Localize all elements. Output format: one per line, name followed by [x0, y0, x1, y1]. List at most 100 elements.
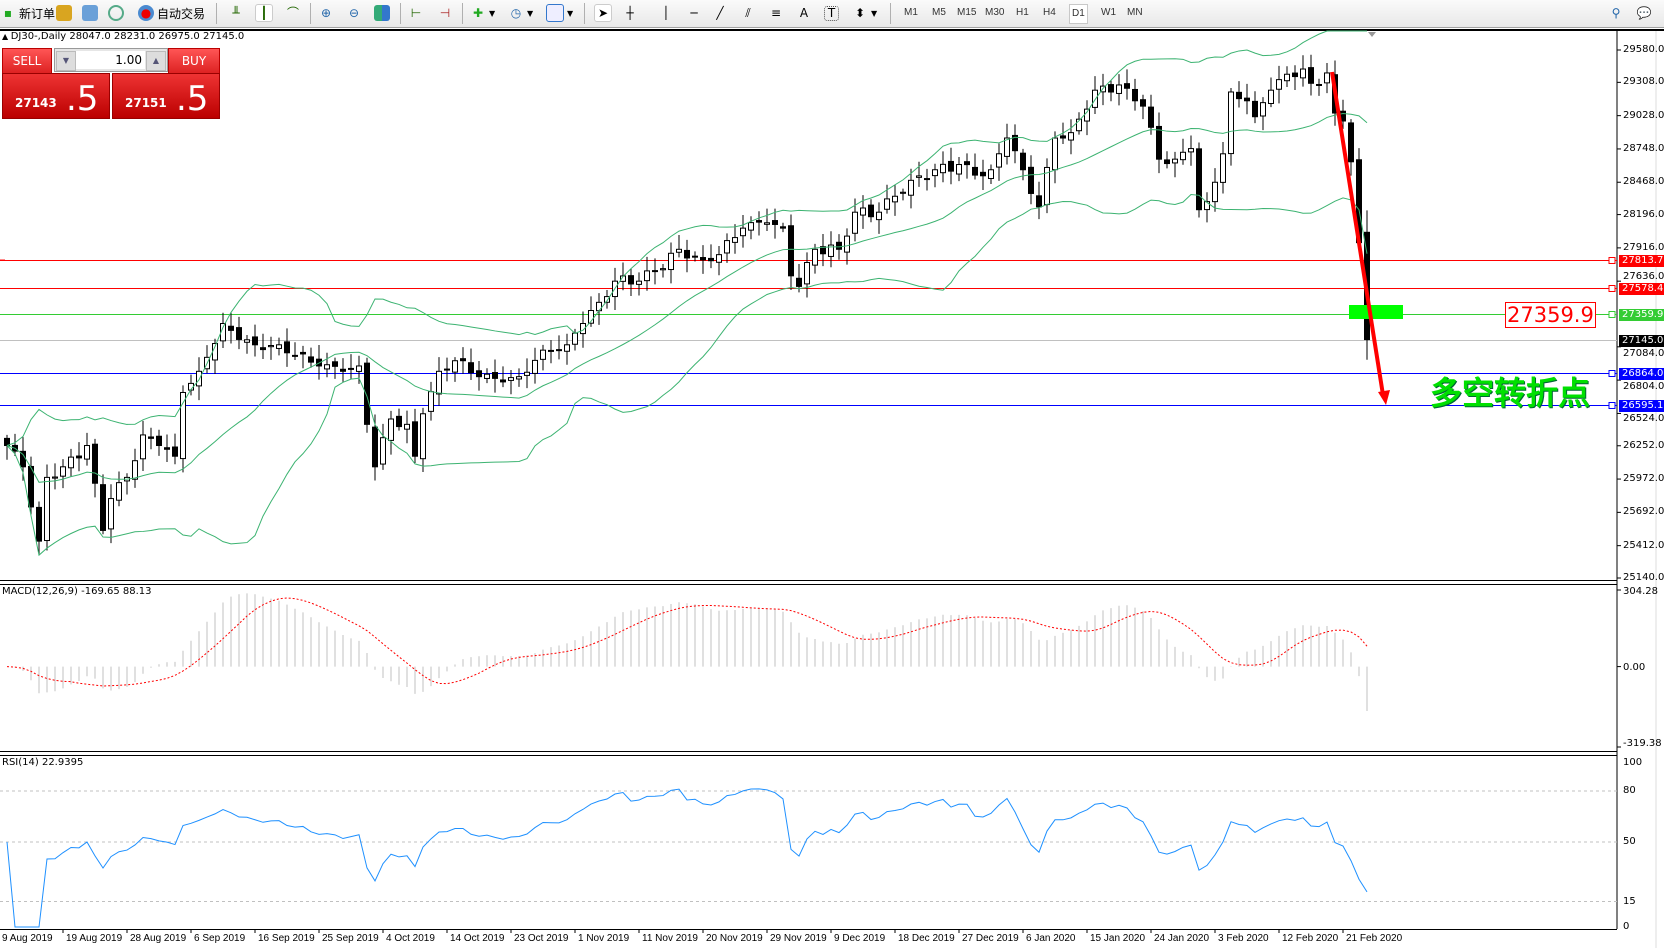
navigator-button[interactable] — [82, 3, 101, 23]
lot-size-stepper[interactable]: ▼ 1.00 ▲ — [54, 48, 168, 72]
one-click-trading-panel: SELL ▼ 1.00 ▲ BUY 27143 .5 27151 .5 — [2, 48, 220, 120]
lot-decrease-button[interactable]: ▼ — [56, 51, 76, 71]
bull-candle-body — [1068, 132, 1074, 141]
candle — [924, 168, 930, 191]
fibonacci-button[interactable]: ≡ — [768, 3, 787, 23]
crosshair-button[interactable]: ┼ — [622, 3, 641, 23]
timeframe-m5[interactable]: M5 — [932, 7, 946, 18]
candle — [44, 464, 50, 551]
arrows-button[interactable]: ⬍ ▼ — [852, 3, 877, 23]
candle — [1012, 124, 1018, 164]
sell-button[interactable]: SELL — [2, 48, 52, 74]
candle — [68, 448, 74, 477]
chart-shift-button[interactable]: ⊣ — [437, 3, 456, 23]
candle — [716, 245, 722, 276]
collapse-triangle-icon[interactable]: ▲ — [2, 32, 11, 41]
bear-candle-body — [164, 447, 170, 450]
line-chart-icon: ⌒ — [286, 6, 299, 20]
templates-button[interactable]: ▼ — [546, 3, 573, 23]
candle — [764, 208, 770, 231]
signals-button[interactable] — [108, 3, 127, 23]
date-axis-label: 6 Jan 2020 — [1026, 933, 1076, 944]
chart-window-border — [0, 29, 1664, 31]
bull-candle-body — [892, 195, 898, 203]
horizontal-line-button[interactable]: ─ — [686, 3, 705, 23]
timeframe-mn[interactable]: MN — [1127, 7, 1143, 18]
auto-trading-button[interactable]: ● 自动交易 — [138, 3, 205, 23]
vertical-line-button[interactable]: │ — [658, 3, 677, 23]
text-label-button[interactable]: T — [824, 3, 842, 23]
tile-windows-button[interactable] — [374, 3, 393, 23]
price-axis-label: 26804.0 — [1623, 380, 1664, 392]
buy-price-button[interactable]: 27151 .5 — [112, 73, 220, 119]
candle — [740, 214, 746, 248]
candle — [396, 408, 402, 431]
date-axis-label: 4 Oct 2019 — [386, 933, 435, 944]
new-order-button[interactable]: ▪ 新订单 — [0, 3, 55, 23]
chat-button[interactable]: 💬 — [1636, 3, 1655, 23]
bear-candle-body — [948, 160, 954, 172]
zoom-in-button[interactable]: ⊕ — [318, 3, 337, 23]
candle — [492, 359, 498, 393]
timeframe-d1[interactable]: D1 — [1069, 4, 1088, 24]
zoom-out-button[interactable]: ⊖ — [346, 3, 365, 23]
price-axis-label: 27636.0 — [1623, 270, 1664, 282]
timeframe-m30[interactable]: M30 — [985, 7, 1005, 18]
candle — [116, 471, 122, 507]
auto-scroll-button[interactable]: ⊢ — [408, 3, 427, 23]
cursor-button[interactable]: ➤ — [594, 3, 615, 23]
bull-candle-body — [524, 371, 530, 376]
timeframe-h1[interactable]: H1 — [1016, 7, 1029, 18]
candlestick-button[interactable]: ┃ — [255, 3, 276, 23]
bull-candle-body — [1268, 89, 1274, 104]
trendline-button[interactable]: ╱ — [712, 3, 731, 23]
indicators-button[interactable]: ✚ ▼ — [470, 3, 495, 23]
line-chart-button[interactable]: ⌒ — [285, 3, 304, 23]
candle — [1276, 65, 1282, 104]
bull-candle-body — [420, 413, 426, 460]
reversal-point-note[interactable]: 多空转折点 — [1430, 374, 1591, 412]
date-axis-label: 9 Dec 2019 — [834, 933, 886, 944]
candle — [676, 235, 682, 258]
candle — [932, 163, 938, 188]
search-button[interactable]: ⚲ — [1608, 3, 1627, 23]
bull-candle-body — [732, 237, 738, 243]
bear-candle-body — [1124, 83, 1130, 89]
bar-chart-button[interactable]: ╨ — [228, 3, 247, 23]
lot-increase-button[interactable]: ▲ — [146, 51, 166, 71]
cursor-icon: ➤ — [594, 4, 612, 22]
candle — [1188, 135, 1194, 166]
timeframe-w1[interactable]: W1 — [1101, 7, 1116, 18]
candle — [844, 228, 850, 265]
periods-button[interactable]: ◷ ▼ — [508, 3, 533, 23]
price-axis-label: 27084.0 — [1623, 347, 1664, 359]
equidistant-channel-button[interactable]: ⫽ — [740, 3, 759, 23]
bear-candle-body — [700, 257, 706, 261]
buy-button[interactable]: BUY — [168, 48, 220, 74]
candle — [1116, 74, 1122, 106]
text-button[interactable]: A — [796, 3, 815, 23]
timeframe-m15[interactable]: M15 — [957, 7, 977, 18]
sell-price-button[interactable]: 27143 .5 — [2, 73, 110, 119]
bull-candle-body — [140, 434, 146, 460]
bear-candle-body — [1196, 148, 1202, 211]
bear-candle-body — [796, 277, 802, 287]
candle — [1020, 148, 1026, 181]
timeframe-m1[interactable]: M1 — [904, 7, 918, 18]
buy-price-main: 27151 — [125, 96, 167, 110]
bear-candle-body — [92, 443, 98, 484]
candle — [548, 340, 554, 364]
market-watch-button[interactable] — [56, 3, 75, 23]
price-text-label[interactable]: 27359.9 — [1505, 302, 1596, 328]
lot-size-input[interactable]: 1.00 — [76, 51, 145, 69]
candle — [324, 352, 330, 378]
timeframe-h4[interactable]: H4 — [1043, 7, 1056, 18]
downtrend-arrow-line — [1330, 71, 1385, 396]
bull-candle-body — [404, 423, 410, 430]
bear-candle-body — [556, 349, 562, 352]
bull-candle-body — [764, 222, 770, 225]
level-handle — [1608, 370, 1616, 377]
bear-candle-body — [308, 356, 314, 363]
candle — [524, 358, 530, 389]
